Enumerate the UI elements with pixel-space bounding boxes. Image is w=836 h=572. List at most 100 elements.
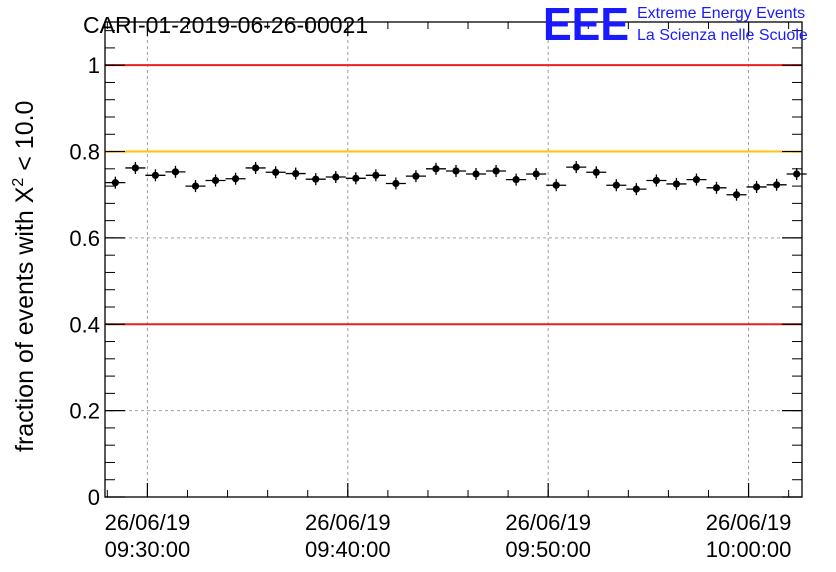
data-point: [526, 168, 547, 180]
point-marker: [472, 170, 480, 178]
data-point: [165, 165, 186, 178]
point-marker: [612, 181, 620, 189]
data-point: [405, 170, 426, 183]
data-point: [245, 161, 266, 174]
eee-logo: EEE Extreme Energy Events La Scienza nel…: [543, 0, 808, 50]
data-point: [726, 188, 747, 201]
y-axis-label: fraction of events with X2 < 10.0: [10, 101, 39, 452]
point-marker: [773, 181, 781, 189]
y-tick-labels: 0 0.2 0.4 0.6 0.8 1: [69, 53, 100, 510]
point-marker: [492, 167, 500, 175]
data-point: [125, 161, 146, 174]
data-point: [646, 174, 667, 187]
point-marker: [592, 168, 600, 176]
y-tick-label: 0.8: [69, 140, 100, 165]
data-point: [225, 172, 246, 185]
data-point: [546, 179, 567, 192]
x-tick-time: 10:00:00: [706, 537, 792, 562]
x-tick-labels: 26/06/1909:30:0026/06/1909:40:0026/06/19…: [105, 510, 792, 562]
point-marker: [151, 171, 160, 179]
eee-logo-line2: La Scienza nelle Scuole: [637, 27, 808, 44]
point-marker: [292, 169, 300, 178]
y-tick-label: 0.6: [69, 226, 100, 251]
point-marker: [332, 173, 340, 181]
point-marker: [732, 191, 741, 199]
y-tick-label: 1: [88, 53, 100, 78]
point-marker: [572, 163, 580, 171]
data-point: [466, 168, 487, 180]
data-point: [145, 169, 166, 182]
x-tick-date: 26/06/19: [305, 510, 391, 535]
x-tick-date: 26/06/19: [706, 510, 792, 535]
point-marker: [452, 167, 460, 175]
data-point: [265, 166, 286, 179]
chart-title: CARI-01-2019-06-26-00021: [83, 12, 368, 38]
point-marker: [372, 171, 380, 179]
point-marker: [672, 180, 681, 188]
x-tick-time: 09:30:00: [105, 537, 191, 562]
point-marker: [652, 176, 660, 185]
data-point: [746, 180, 767, 193]
data-point: [666, 177, 687, 190]
axis-ticks: [105, 22, 802, 498]
point-marker: [352, 174, 360, 182]
point-marker: [632, 185, 640, 193]
point-marker: [552, 181, 560, 189]
data-point: [205, 174, 226, 187]
point-marker: [793, 170, 801, 178]
point-marker: [412, 172, 420, 180]
data-point: [445, 164, 467, 177]
x-tick-date: 26/06/19: [505, 510, 591, 535]
data-point: [325, 171, 346, 184]
data-point: [105, 176, 126, 189]
y-axis-label-tail: < 10.0: [11, 101, 39, 178]
point-marker: [312, 175, 320, 183]
eee-logo-mark: EEE: [543, 0, 629, 50]
point-marker: [692, 176, 701, 184]
reference-lines: [105, 64, 802, 326]
x-tick-time: 09:40:00: [305, 537, 391, 562]
data-point: [285, 167, 306, 180]
data-point: [305, 173, 326, 186]
y-axis-label-main: fraction of events with X: [11, 186, 39, 452]
data-point: [766, 178, 787, 191]
data-point: [686, 173, 707, 186]
point-marker: [512, 176, 520, 184]
point-marker: [432, 165, 440, 173]
point-marker: [752, 183, 761, 191]
point-marker: [111, 179, 119, 187]
data-point: [425, 162, 446, 175]
y-tick-label: 0: [88, 485, 100, 510]
point-marker: [392, 179, 400, 188]
grid-lines: [105, 22, 802, 497]
point-marker: [171, 168, 180, 176]
point-marker: [272, 168, 280, 176]
data-point: [786, 168, 807, 180]
point-marker: [252, 164, 260, 172]
data-point: [506, 173, 527, 186]
x-tick-time: 09:50:00: [505, 537, 591, 562]
data-point: [566, 161, 587, 174]
point-marker: [191, 182, 200, 190]
x-tick-date: 26/06/19: [105, 510, 191, 535]
y-tick-label: 0.4: [69, 312, 100, 337]
data-point: [626, 183, 647, 196]
point-marker: [532, 170, 540, 178]
eee-logo-line1: Extreme Energy Events: [637, 5, 805, 22]
point-marker: [712, 184, 721, 192]
point-marker: [231, 175, 240, 183]
point-marker: [211, 176, 220, 185]
data-point: [185, 180, 206, 193]
data-point: [706, 181, 727, 194]
data-point: [486, 164, 507, 177]
data-point: [385, 177, 406, 190]
point-marker: [131, 164, 139, 172]
y-axis-label-superscript: 2: [10, 178, 27, 187]
plot-frame: [104, 21, 803, 498]
data-point: [365, 169, 386, 182]
y-tick-label: 0.2: [69, 399, 100, 424]
data-point: [606, 179, 627, 192]
data-points: [105, 161, 807, 201]
data-point: [345, 172, 366, 185]
